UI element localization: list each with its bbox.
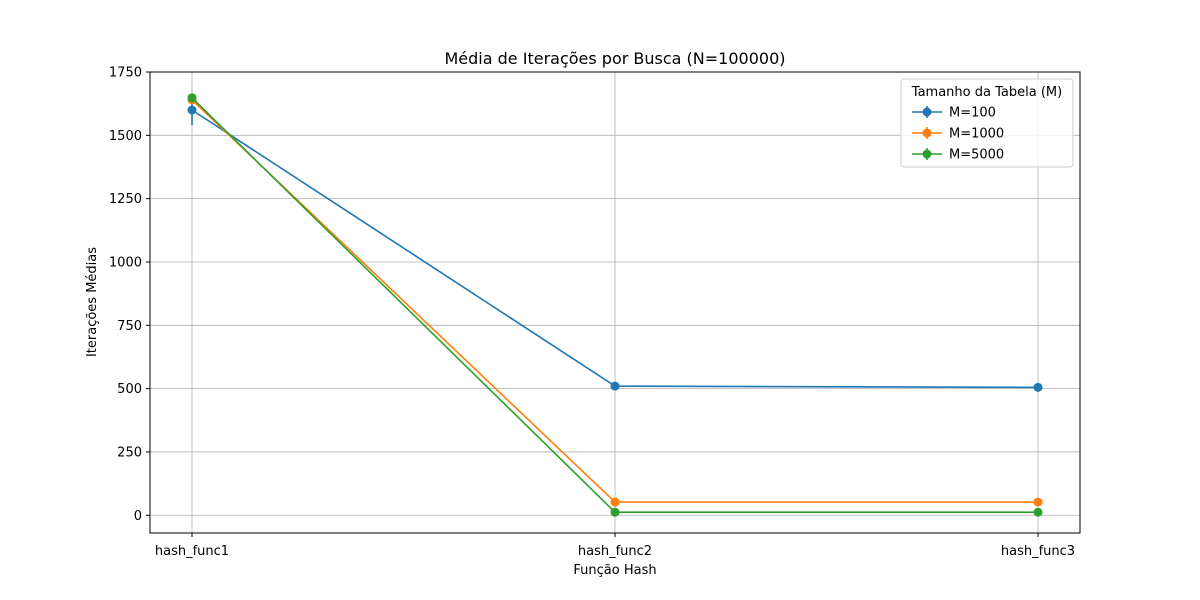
y-tick-label: 1250 bbox=[109, 192, 142, 207]
y-tick-label: 0 bbox=[134, 509, 142, 524]
legend-item: M=1000 bbox=[912, 127, 1004, 142]
legend-marker bbox=[922, 107, 932, 117]
y-tick-label: 250 bbox=[117, 445, 142, 460]
legend-item: M=5000 bbox=[912, 148, 1004, 163]
legend-marker bbox=[922, 128, 932, 138]
series-layer bbox=[187, 93, 1043, 517]
legend-title: Tamanho da Tabela (M) bbox=[911, 85, 1062, 100]
data-point bbox=[610, 381, 620, 391]
y-tick-label: 1750 bbox=[109, 66, 142, 81]
y-tick-label: 1000 bbox=[109, 255, 142, 270]
x-axis-label: Função Hash bbox=[573, 563, 656, 578]
legend-item: M=100 bbox=[912, 106, 996, 121]
axes: 0 250 500 750 1000 1250 1500 1750 hash_func1 hash… bbox=[109, 66, 1075, 560]
data-point bbox=[610, 497, 620, 507]
x-tick-label: hash_func2 bbox=[578, 544, 652, 559]
legend-label: M=100 bbox=[949, 106, 996, 121]
data-point bbox=[1033, 497, 1043, 507]
legend-label: M=1000 bbox=[949, 127, 1004, 142]
y-axis-label: Iterações Médias bbox=[85, 247, 100, 357]
legend-marker bbox=[922, 149, 932, 159]
data-point bbox=[610, 507, 620, 517]
y-tick-label: 1500 bbox=[109, 129, 142, 144]
legend-items: M=100 M=1000 M=5000 bbox=[912, 106, 1004, 163]
data-point bbox=[187, 105, 197, 115]
data-point bbox=[1033, 382, 1043, 392]
legend-box bbox=[900, 78, 1074, 168]
y-tick-label: 500 bbox=[117, 382, 142, 397]
x-tick-label: hash_func1 bbox=[155, 544, 229, 559]
y-tick-label: 750 bbox=[117, 319, 142, 334]
data-point bbox=[187, 93, 197, 103]
legend-label: M=5000 bbox=[949, 148, 1004, 163]
chart-title: Média de Iterações por Busca (N=100000) bbox=[445, 49, 786, 68]
series-M=100 bbox=[187, 94, 1043, 392]
data-point bbox=[1033, 507, 1043, 517]
legend: Tamanho da Tabela (M) M=100 M=1000 M=5000 bbox=[900, 78, 1074, 168]
x-tick-label: hash_func3 bbox=[1001, 544, 1075, 559]
series-M=5000 bbox=[187, 93, 1043, 517]
